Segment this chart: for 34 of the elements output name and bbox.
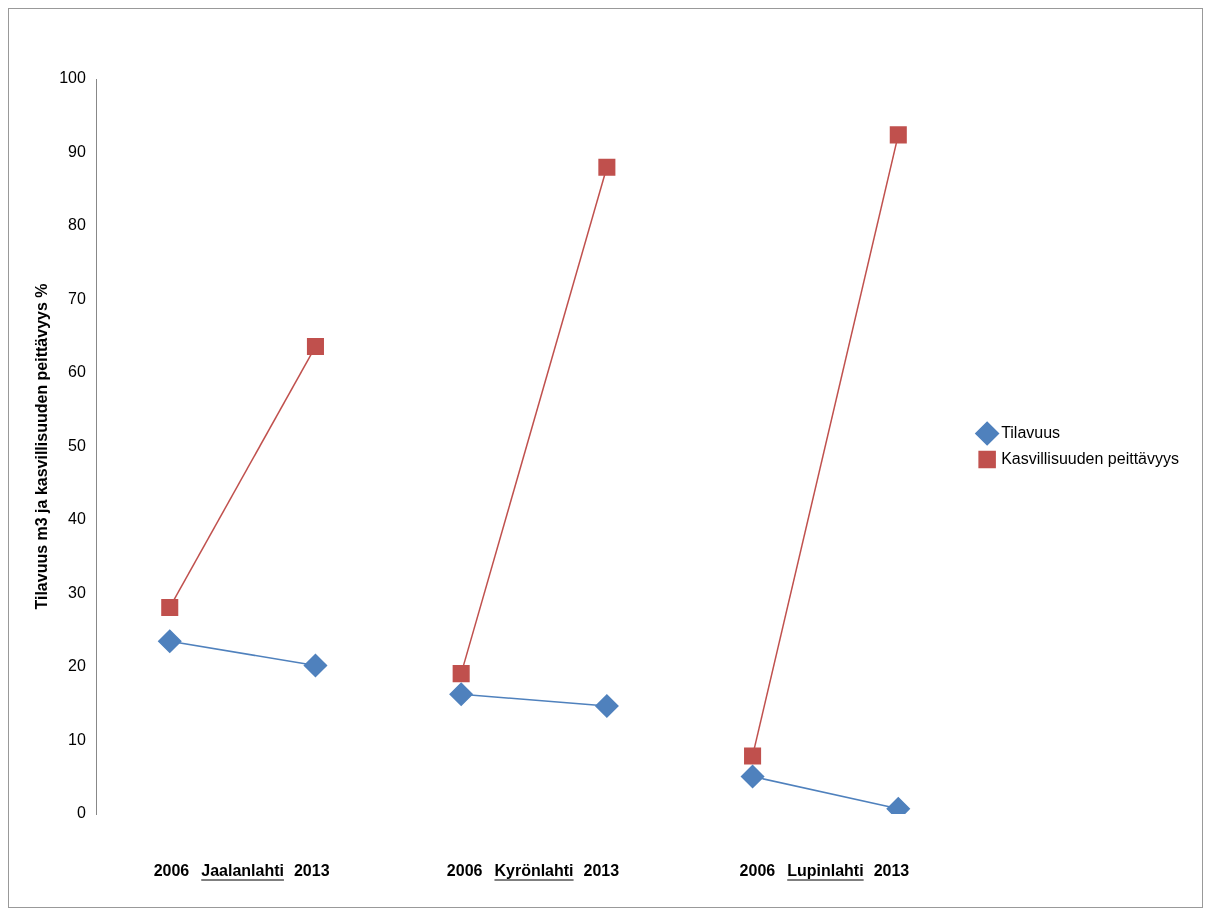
point	[889, 126, 907, 144]
point	[740, 764, 765, 789]
y-tick-label: 100	[59, 69, 86, 87]
point	[449, 682, 473, 706]
x-tick-label: 2013	[873, 862, 910, 879]
legend-label: Kasvillisuuden peittävyys	[1001, 449, 1180, 467]
y-tick-label: 10	[68, 730, 86, 748]
point	[158, 629, 182, 654]
point	[303, 653, 328, 678]
y-tick-label: 40	[68, 510, 86, 528]
point	[744, 747, 762, 765]
text: Lupinlahti	[787, 862, 864, 879]
y-tick-label: 60	[68, 363, 86, 381]
text: Jaalanlahti	[201, 862, 284, 879]
legend-label: Tilavuus	[1001, 423, 1061, 441]
point	[598, 158, 616, 176]
x-tick-label: 2006	[446, 862, 483, 879]
x-tick-label: 2013	[583, 862, 620, 879]
y-tick-label: 50	[68, 436, 86, 454]
y-tick-label: 80	[68, 216, 86, 234]
y-tick-label: 0	[76, 804, 86, 822]
point	[306, 338, 324, 356]
y-tick-label: 70	[68, 289, 86, 307]
x-tick-label: 2006	[153, 862, 190, 879]
y-tick-label: 90	[68, 142, 86, 160]
x-tick-label: 2013	[293, 862, 330, 879]
y-tick-label: 20	[68, 657, 86, 675]
point	[452, 665, 470, 683]
y-tick-label: 30	[68, 583, 86, 601]
point	[595, 694, 619, 718]
text: Kyrönlahti	[494, 862, 574, 879]
y-axis-title: Tilavuus m3 ja kasvillisuuden peittävyys %	[33, 283, 51, 610]
x-tick-label: 2006	[739, 862, 776, 879]
point	[161, 598, 179, 616]
